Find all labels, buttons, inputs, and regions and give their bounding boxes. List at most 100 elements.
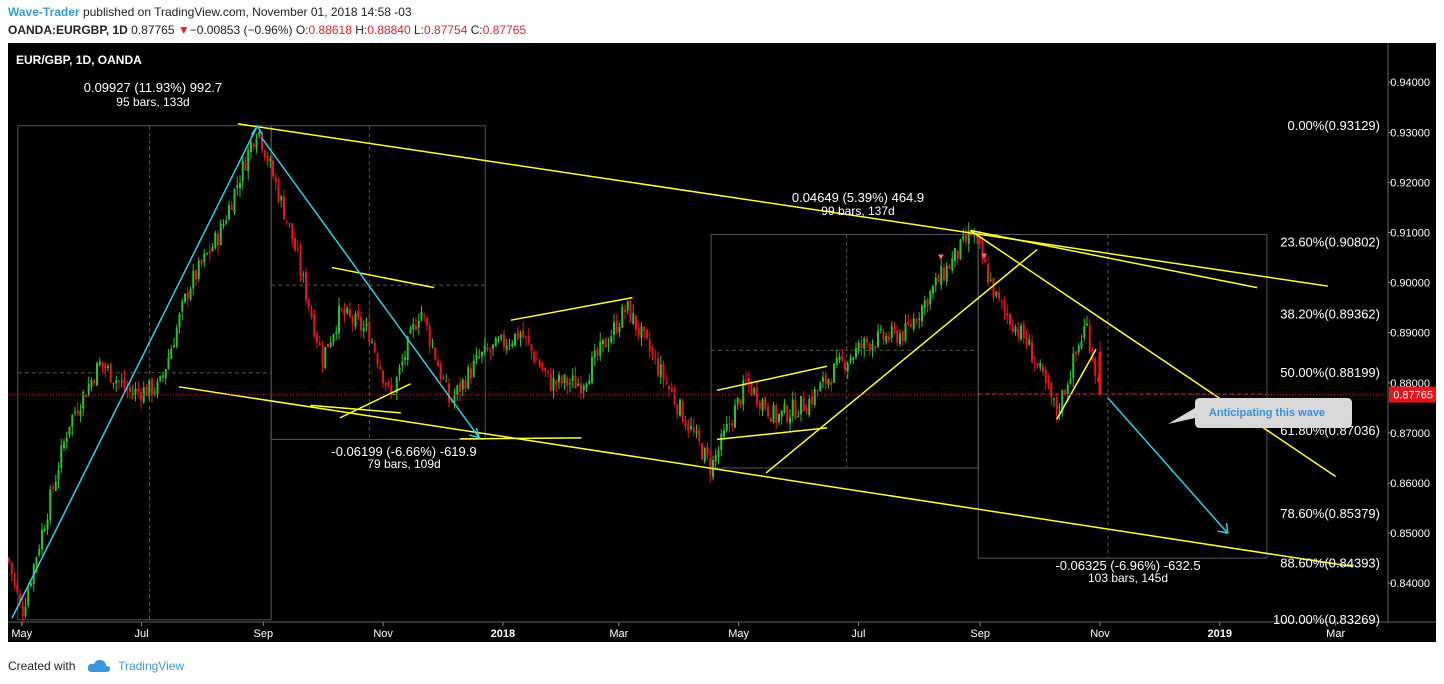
candle-body — [613, 322, 615, 336]
candle — [910, 318, 912, 329]
candle-body — [508, 344, 511, 346]
candle-body — [588, 380, 591, 385]
candle — [629, 299, 632, 323]
candle — [49, 485, 52, 526]
candle-body — [387, 382, 390, 384]
candle-body — [123, 378, 126, 389]
callout-text: Anticipating this wave — [1209, 407, 1325, 419]
candle — [197, 257, 200, 282]
candle — [951, 251, 954, 274]
candle-body — [357, 310, 360, 319]
candle — [299, 242, 302, 282]
candle — [555, 379, 558, 393]
candle-body — [893, 327, 896, 330]
wave-top-arrowhead-icon — [250, 124, 264, 136]
created-with-text: Created with — [8, 659, 76, 673]
candle-body — [57, 470, 60, 480]
candle — [1075, 350, 1077, 363]
candle-body — [115, 380, 118, 384]
candle-body — [888, 336, 890, 341]
candle — [401, 353, 404, 373]
candle-body — [629, 300, 632, 323]
candle — [560, 374, 563, 388]
candle — [728, 416, 731, 433]
candle — [90, 377, 93, 392]
candle-body — [197, 260, 200, 279]
candle — [714, 448, 717, 471]
descending-line — [969, 229, 1337, 478]
candle — [357, 304, 360, 321]
candle — [654, 349, 657, 365]
candle-body — [816, 390, 819, 392]
candle-body — [164, 369, 167, 379]
candle-body — [299, 251, 302, 276]
candle-body — [431, 345, 434, 347]
open-value: 0.88618 — [308, 23, 352, 37]
author-link[interactable]: Wave-Trader — [8, 5, 80, 19]
candle — [156, 378, 159, 399]
high-label: H: — [355, 23, 368, 37]
candle-body — [657, 358, 659, 376]
candle — [170, 345, 173, 360]
candle-body — [1009, 314, 1011, 325]
candle — [228, 200, 230, 221]
candle-body — [890, 325, 893, 338]
candle-body — [995, 291, 998, 296]
candle — [549, 367, 552, 392]
candle — [277, 178, 280, 204]
candle-body — [750, 383, 753, 396]
candle-body — [219, 224, 222, 245]
candle-body — [992, 277, 995, 298]
candle-body — [866, 338, 868, 343]
fib-level-label: 38.20%(0.89362) — [1280, 307, 1380, 322]
wave-down-line — [260, 136, 480, 439]
candle-body — [131, 393, 134, 395]
candle-body — [651, 353, 654, 355]
candle-body — [203, 253, 206, 263]
candle — [822, 371, 824, 388]
candle — [992, 277, 995, 302]
candle-body — [871, 344, 874, 351]
candle-body — [571, 375, 574, 381]
candle-body — [456, 385, 459, 395]
candle — [236, 176, 239, 196]
candle-body — [360, 316, 362, 331]
tradingview-link[interactable]: TradingView — [118, 659, 185, 673]
candle — [967, 222, 970, 253]
candle-body — [390, 385, 393, 395]
candle — [956, 249, 959, 266]
candle — [819, 380, 822, 392]
candle — [340, 307, 343, 313]
candle-body — [376, 353, 379, 365]
candle-body — [643, 326, 646, 332]
candle-body — [258, 131, 261, 136]
candle-body — [382, 370, 384, 383]
candle — [1006, 304, 1009, 325]
candle-body — [52, 487, 54, 489]
candle-body — [189, 289, 192, 300]
candle-body — [1097, 378, 1099, 381]
candle — [373, 340, 376, 354]
x-tick-label: Mar — [1326, 628, 1345, 640]
fib-level-label: 88.60%(0.84393) — [1280, 556, 1380, 571]
candle — [607, 337, 610, 353]
candle-body — [401, 361, 404, 366]
candle — [434, 346, 437, 362]
candle-body — [175, 327, 178, 347]
candle — [217, 230, 219, 255]
candle-body — [1011, 324, 1014, 333]
x-tick-label: Mar — [609, 628, 628, 640]
x-tick-label: May — [728, 628, 749, 640]
candle-body — [173, 345, 175, 348]
candle — [552, 369, 555, 399]
measure-sublabel: 99 bars, 137d — [821, 204, 894, 218]
candle — [610, 329, 613, 345]
candle — [846, 361, 849, 380]
wedge-top-line — [331, 266, 435, 289]
fib-level-label: 23.60%(0.90802) — [1280, 234, 1380, 249]
candle-body — [855, 348, 857, 358]
candle-body — [21, 605, 24, 617]
candle — [263, 149, 266, 162]
candle — [93, 378, 96, 387]
